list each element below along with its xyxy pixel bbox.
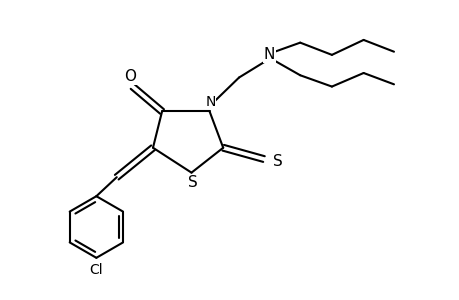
Text: S: S	[273, 154, 282, 169]
Text: S: S	[187, 175, 197, 190]
Text: N: N	[263, 47, 274, 62]
Text: N: N	[205, 94, 215, 109]
Text: Cl: Cl	[90, 263, 103, 277]
Text: O: O	[124, 69, 136, 84]
